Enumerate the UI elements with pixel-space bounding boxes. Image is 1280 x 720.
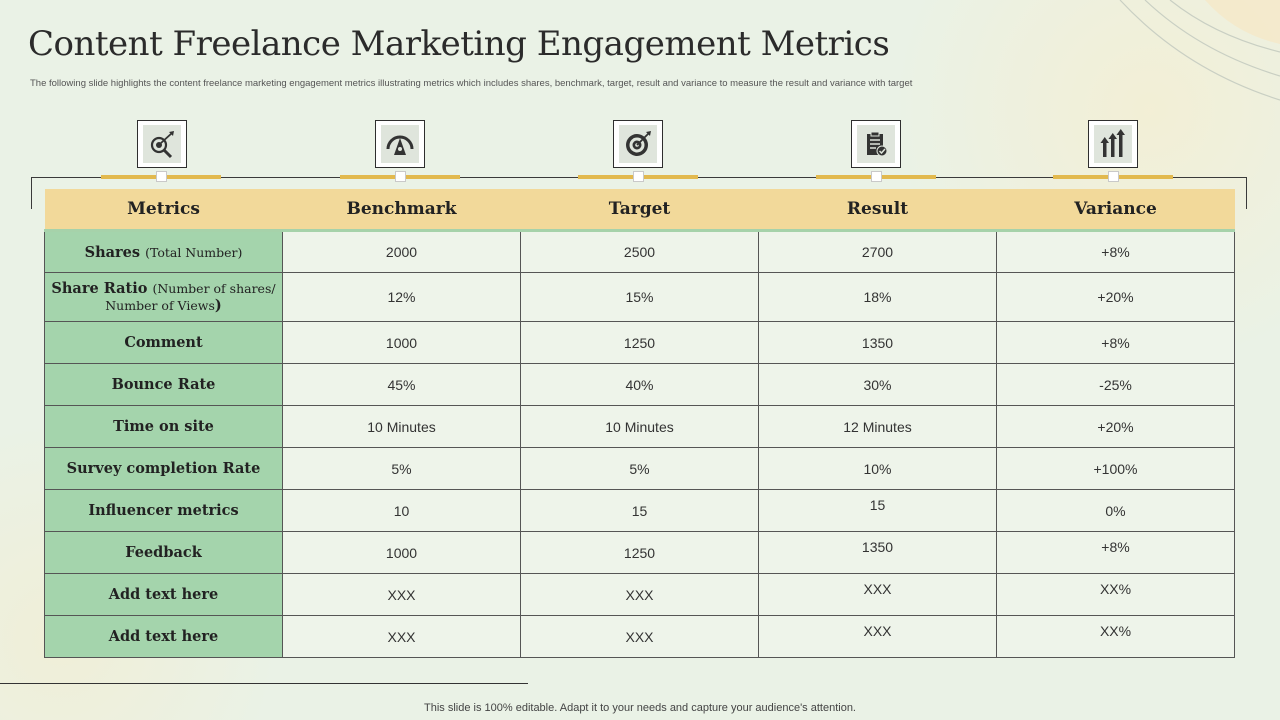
metric-cell: Feedback	[44, 531, 283, 574]
target-cell: 1250	[520, 321, 759, 364]
header-benchmark: Benchmark	[282, 189, 521, 232]
variance-cell: +8%	[996, 321, 1235, 364]
benchmark-cell: 45%	[282, 363, 521, 406]
table-row: Add text here XXX XXX XXX XX%	[44, 615, 1235, 658]
result-cell: XXX	[758, 615, 997, 658]
table-row: Influencer metrics 10 15 15 0%	[44, 489, 1235, 532]
metric-cell: Add text here	[44, 615, 283, 658]
benchmark-cell: 2000	[282, 230, 521, 273]
table-row: Add text here XXX XXX XXX XX%	[44, 573, 1235, 616]
benchmark-icon-box	[375, 120, 425, 168]
header-metrics: Metrics	[44, 189, 283, 232]
variance-cell: XX%	[996, 615, 1235, 658]
target-cell: 1250	[520, 531, 759, 574]
metric-cell: Time on site	[44, 405, 283, 448]
gauge-icon	[386, 135, 414, 155]
metric-cell: Add text here	[44, 573, 283, 616]
clipboard-check-icon	[867, 131, 888, 157]
connector-knob	[156, 171, 167, 182]
target-cell: XXX	[520, 615, 759, 658]
variance-cell: +20%	[996, 272, 1235, 322]
target-cell: 40%	[520, 363, 759, 406]
variance-cell: XX%	[996, 573, 1235, 616]
footer-note: This slide is 100% editable. Adapt it to…	[424, 702, 856, 714]
result-icon-box	[851, 120, 901, 168]
header-variance: Variance	[996, 189, 1235, 232]
metric-cell: Influencer metrics	[44, 489, 283, 532]
benchmark-cell: 12%	[282, 272, 521, 322]
rising-arrows-icon	[1100, 129, 1125, 157]
magnifier-target-icon	[150, 131, 174, 159]
page-title: Content Freelance Marketing Engagement M…	[28, 24, 890, 64]
connector-knob	[395, 171, 406, 182]
variance-cell: +100%	[996, 447, 1235, 490]
result-cell: 2700	[758, 230, 997, 273]
result-cell: 30%	[758, 363, 997, 406]
metric-note: (Total Number)	[145, 244, 243, 260]
variance-cell: -25%	[996, 363, 1235, 406]
target-cell: XXX	[520, 573, 759, 616]
benchmark-cell: 5%	[282, 447, 521, 490]
table-row: Time on site 10 Minutes 10 Minutes 12 Mi…	[44, 405, 1235, 448]
benchmark-cell: 10 Minutes	[282, 405, 521, 448]
connector-knob	[633, 171, 644, 182]
benchmark-cell: 1000	[282, 321, 521, 364]
target-cell: 2500	[520, 230, 759, 273]
table-row: Share Ratio (Number of shares/ Number of…	[44, 272, 1235, 322]
result-cell: 15	[758, 489, 997, 532]
variance-icon-box	[1088, 120, 1138, 168]
page-subtitle: The following slide highlights the conte…	[30, 78, 913, 89]
connector-knob	[871, 171, 882, 182]
metrics-table-container: Metrics Benchmark Target Result Variance…	[44, 189, 1235, 658]
table-row: Shares (Total Number) 2000 2500 2700 +8%	[44, 230, 1235, 273]
result-cell: 10%	[758, 447, 997, 490]
benchmark-cell: XXX	[282, 573, 521, 616]
table-row: Comment 1000 1250 1350 +8%	[44, 321, 1235, 364]
table-row: Feedback 1000 1250 1350 +8%	[44, 531, 1235, 574]
variance-cell: +8%	[996, 531, 1235, 574]
table-row: Bounce Rate 45% 40% 30% -25%	[44, 363, 1235, 406]
table-header-row: Metrics Benchmark Target Result Variance	[44, 189, 1235, 232]
metric-cell: Shares (Total Number)	[44, 230, 283, 273]
variance-cell: 0%	[996, 489, 1235, 532]
metric-cell: Bounce Rate	[44, 363, 283, 406]
result-cell: 12 Minutes	[758, 405, 997, 448]
header-target: Target	[520, 189, 759, 232]
result-cell: 1350	[758, 531, 997, 574]
metric-cell: Share Ratio (Number of shares/ Number of…	[44, 272, 283, 322]
target-cell: 5%	[520, 447, 759, 490]
variance-cell: +20%	[996, 405, 1235, 448]
variance-cell: +8%	[996, 230, 1235, 273]
header-result: Result	[758, 189, 997, 232]
dartboard-icon	[626, 131, 651, 156]
benchmark-cell: 10	[282, 489, 521, 532]
target-cell: 15%	[520, 272, 759, 322]
footer-divider	[0, 683, 528, 684]
connector-knob	[1108, 171, 1119, 182]
target-cell: 15	[520, 489, 759, 532]
result-cell: XXX	[758, 573, 997, 616]
metrics-icon-box	[137, 120, 187, 168]
metric-note: Number of shares/ Number of Views	[105, 281, 276, 313]
benchmark-cell: 1000	[282, 531, 521, 574]
benchmark-cell: XXX	[282, 615, 521, 658]
metrics-table: Metrics Benchmark Target Result Variance…	[44, 189, 1235, 658]
table-row: Survey completion Rate 5% 5% 10% +100%	[44, 447, 1235, 490]
target-icon-box	[613, 120, 663, 168]
target-cell: 10 Minutes	[520, 405, 759, 448]
metric-cell: Survey completion Rate	[44, 447, 283, 490]
result-cell: 1350	[758, 321, 997, 364]
metric-cell: Comment	[44, 321, 283, 364]
result-cell: 18%	[758, 272, 997, 322]
